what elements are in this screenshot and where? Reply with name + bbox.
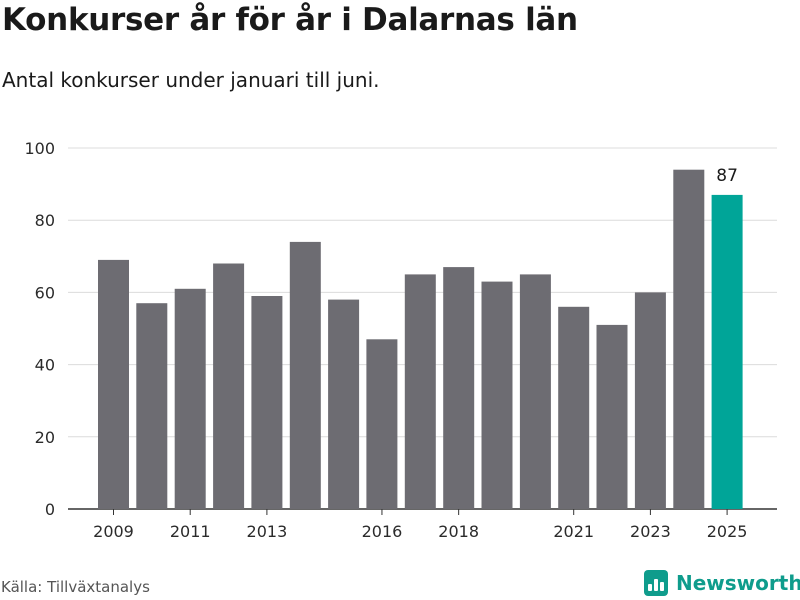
bar-2022 [596, 324, 628, 509]
y-tick-label: 100 [24, 139, 55, 158]
bar-2013 [251, 296, 283, 509]
bar-chart: 0 20 40 60 80 100 2009 2011 2013 2016 2018 2021 202… [24, 139, 777, 541]
x-tick-label: 2016 [362, 522, 403, 541]
data-labels: 87 [716, 166, 738, 186]
bar-2009 [98, 259, 129, 509]
brand: Newsworthy [644, 570, 800, 596]
bar-2016 [366, 339, 398, 509]
bar-2021 [558, 306, 590, 509]
bar-2010 [136, 303, 168, 509]
x-tick-label: 2021 [553, 522, 594, 541]
y-axis-ticks: 0 20 40 60 80 100 [24, 139, 55, 519]
bar-2017 [404, 274, 436, 509]
bar-2025 [711, 194, 743, 509]
bar-2024 [673, 169, 705, 509]
bar-chart-logo-icon [644, 570, 668, 596]
bar-2018 [443, 267, 475, 509]
chart-title: Konkurser år för år i Dalarnas län [2, 2, 578, 38]
y-tick-label: 60 [35, 283, 55, 302]
x-tick-label: 2009 [93, 522, 134, 541]
x-tick-label: 2025 [707, 522, 748, 541]
y-tick-label: 80 [35, 211, 55, 230]
bar-2012 [213, 263, 245, 509]
bar-2014 [289, 241, 321, 509]
x-tick-label: 2011 [170, 522, 211, 541]
bar-2015 [328, 299, 360, 509]
y-tick-label: 40 [35, 356, 55, 375]
data-label-2025: 87 [716, 166, 738, 186]
bar-2019 [481, 281, 513, 509]
x-tick-label: 2018 [438, 522, 479, 541]
bar-2020 [519, 274, 551, 509]
x-axis-ticks: 2009 2011 2013 2016 2018 2021 2023 2025 [93, 509, 747, 541]
source-note: Källa: Tillväxtanalys [1, 578, 150, 596]
y-tick-label: 20 [35, 428, 55, 447]
bar-2011 [174, 288, 206, 509]
bars [98, 169, 743, 509]
y-tick-label: 0 [45, 500, 55, 519]
brand-name: Newsworthy [676, 571, 800, 595]
chart-subtitle: Antal konkurser under januari till juni. [2, 68, 380, 92]
x-tick-label: 2023 [630, 522, 671, 541]
x-tick-label: 2013 [247, 522, 288, 541]
bar-2023 [634, 292, 666, 509]
